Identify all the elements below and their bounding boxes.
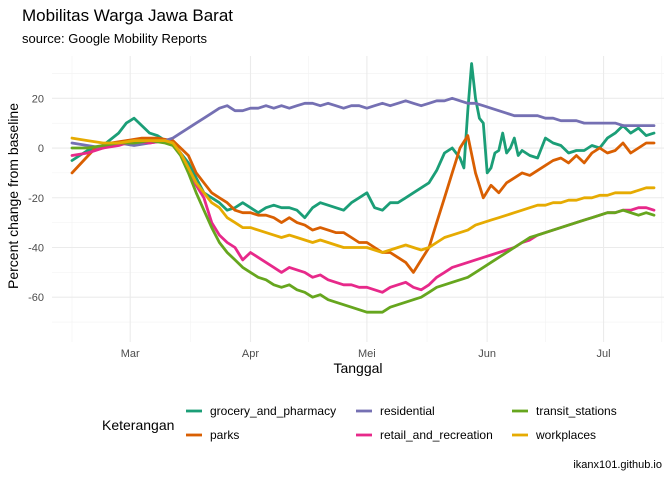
x-axis-ticks: Mar Apr Mei Jun Jul: [121, 348, 611, 360]
series-line-parks: [70, 134, 656, 274]
y-tick-label: -60: [28, 292, 44, 304]
y-tick-label: -40: [28, 242, 44, 254]
x-tick-label: Jul: [597, 348, 611, 360]
legend-label-residential: residential: [380, 404, 435, 418]
y-tick-label: 20: [32, 93, 44, 105]
y-tick-label: 0: [38, 143, 44, 155]
chart-title: Mobilitas Warga Jawa Barat: [22, 6, 233, 25]
x-tick-label: Mar: [121, 348, 140, 360]
legend-label-transit_stations: transit_stations: [536, 404, 617, 418]
x-axis-title: Tanggal: [333, 360, 382, 376]
legend-title: Keterangan: [102, 417, 174, 433]
series-line-workplaces: [70, 136, 656, 254]
series-lines: [70, 62, 656, 314]
series-line-retail_and_recreation: [70, 139, 656, 294]
legend-label-retail_and_recreation: retail_and_recreation: [380, 428, 493, 442]
x-tick-label: Mei: [358, 348, 376, 360]
series-line-transit_stations: [70, 139, 656, 314]
legend-label-parks: parks: [210, 428, 239, 442]
x-tick-label: Jun: [478, 348, 496, 360]
series-line-residential: [70, 96, 656, 150]
series-line-grocery_and_pharmacy: [70, 62, 656, 220]
chart-subtitle: source: Google Mobility Reports: [22, 31, 207, 46]
legend-label-grocery_and_pharmacy: grocery_and_pharmacy: [210, 404, 336, 418]
legend-label-workplaces: workplaces: [535, 428, 596, 442]
y-tick-label: -20: [28, 193, 44, 205]
x-tick-label: Apr: [242, 348, 259, 360]
y-axis-ticks: -60 -40 -20 0 20: [28, 93, 44, 304]
y-axis-title: Percent change from baseline: [5, 103, 21, 289]
chart-caption: ikanx101.github.io: [573, 459, 662, 471]
